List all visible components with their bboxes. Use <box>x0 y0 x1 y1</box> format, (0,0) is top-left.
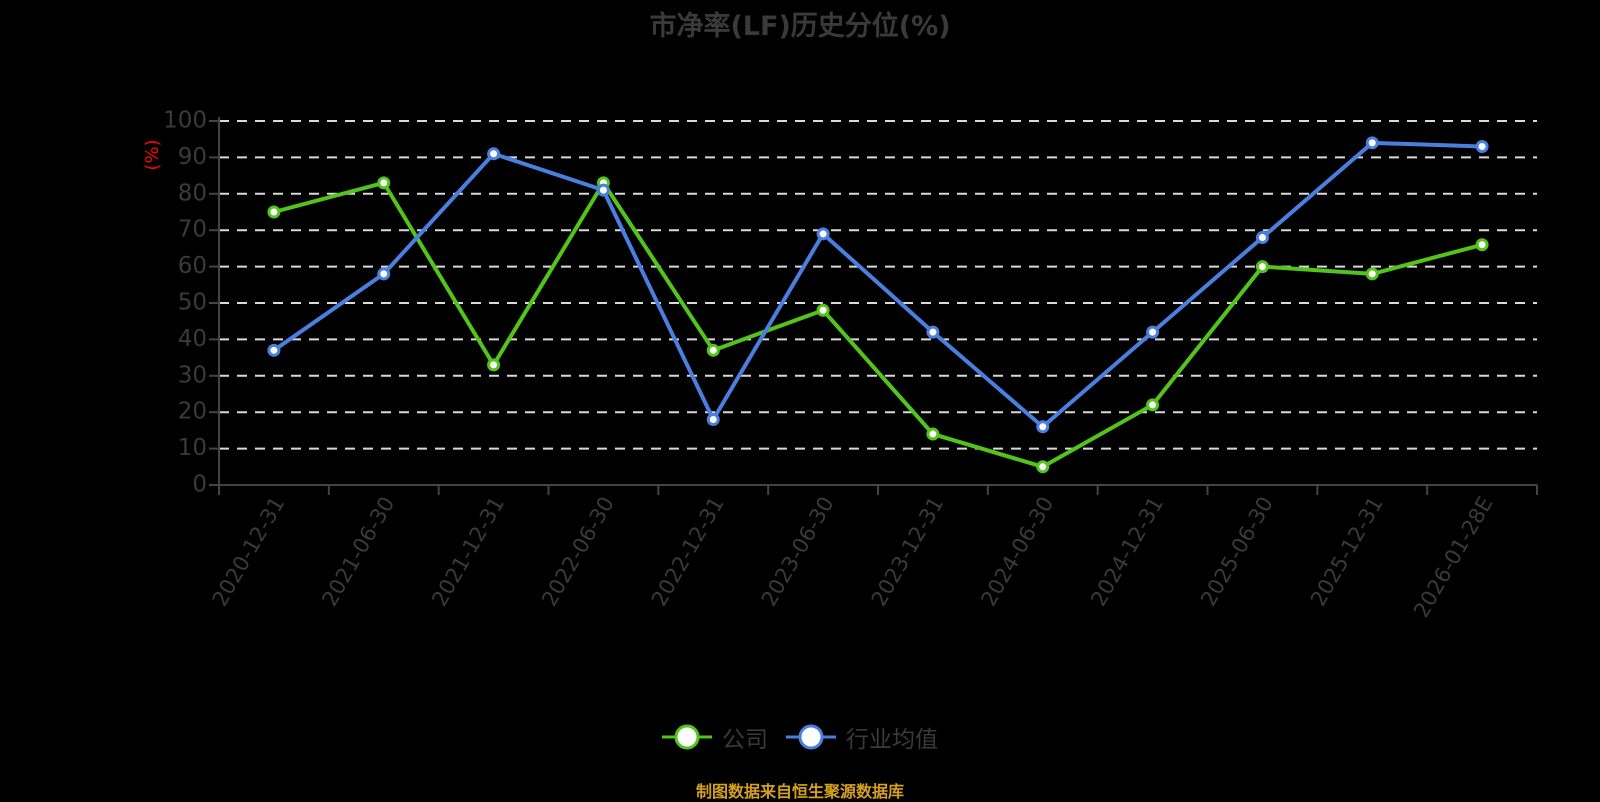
y-tick-label: 50 <box>178 290 207 316</box>
data-source-footer: 制图数据来自恒生聚源数据库 <box>695 782 904 801</box>
data-point[interactable] <box>1365 267 1379 281</box>
x-tick-label: 2025-06-30 <box>1196 493 1278 611</box>
data-point[interactable] <box>816 227 830 241</box>
chart-title: 市净率(LF)历史分位(%) <box>649 11 951 42</box>
x-axis: 2020-12-31 2021-06-30 2021-12-31 2022-06-30… <box>208 484 1538 622</box>
y-tick-label: 60 <box>178 253 207 279</box>
legend: 公司 行业均值 <box>0 720 1600 754</box>
x-tick-label: 2026-01-28E <box>1409 493 1497 622</box>
data-point[interactable] <box>1475 238 1489 252</box>
series-lines <box>267 136 1489 474</box>
y-tick-label: 70 <box>178 217 207 243</box>
data-point[interactable] <box>1036 420 1050 434</box>
data-point[interactable] <box>487 147 501 161</box>
x-tick-label: 2022-06-30 <box>537 493 619 611</box>
y-tick-label: 10 <box>178 435 207 461</box>
data-point[interactable] <box>926 325 940 339</box>
legend-marker-blue-icon <box>786 724 836 750</box>
y-tick-label: 100 <box>163 108 207 134</box>
data-point[interactable] <box>816 303 830 317</box>
x-tick-label: 2020-12-31 <box>208 493 290 611</box>
legend-item-industry-average[interactable]: 行业均值 <box>786 720 938 754</box>
data-point[interactable] <box>1146 325 1160 339</box>
y-tick-label: 30 <box>178 362 207 388</box>
y-tick-label: 0 <box>192 472 207 498</box>
y-axis: 0 10 20 30 40 50 60 70 80 90 100 <box>163 108 220 498</box>
legend-label-industry-average: 行业均值 <box>846 727 938 753</box>
y-tick-label: 20 <box>178 399 207 425</box>
x-tick-label: 2024-12-31 <box>1086 493 1168 611</box>
x-tick-label: 2025-12-31 <box>1306 493 1388 611</box>
data-point[interactable] <box>1475 139 1489 153</box>
data-point[interactable] <box>596 183 610 197</box>
y-tick-label: 40 <box>178 326 207 352</box>
data-point[interactable] <box>1365 136 1379 150</box>
data-point[interactable] <box>926 427 940 441</box>
x-tick-label: 2021-12-31 <box>427 493 509 611</box>
series-line <box>273 180 1483 469</box>
x-tick-label: 2022-12-31 <box>647 493 729 611</box>
gridlines <box>219 120 1537 450</box>
legend-item-company[interactable]: 公司 <box>662 720 768 754</box>
legend-marker-green-icon <box>662 724 712 750</box>
data-point[interactable] <box>1036 460 1050 474</box>
x-tick-label: 2023-12-31 <box>867 493 949 611</box>
series-line <box>272 140 1483 429</box>
y-tick-label: 90 <box>178 144 207 170</box>
data-point[interactable] <box>706 343 720 357</box>
data-point[interactable] <box>1255 260 1269 274</box>
data-point[interactable] <box>267 343 281 357</box>
data-point[interactable] <box>267 205 281 219</box>
data-point[interactable] <box>1146 398 1160 412</box>
x-tick-label: 2024-06-30 <box>976 493 1058 611</box>
data-point[interactable] <box>377 176 391 190</box>
y-axis-unit-label: (%) <box>142 139 163 170</box>
data-point[interactable] <box>1255 230 1269 244</box>
legend-label-company: 公司 <box>722 727 768 753</box>
data-point[interactable] <box>706 412 720 426</box>
data-point[interactable] <box>377 267 391 281</box>
data-point[interactable] <box>487 358 501 372</box>
y-tick-label: 80 <box>178 180 207 206</box>
x-tick-label: 2023-06-30 <box>757 493 839 611</box>
x-tick-label: 2021-06-30 <box>317 493 399 611</box>
